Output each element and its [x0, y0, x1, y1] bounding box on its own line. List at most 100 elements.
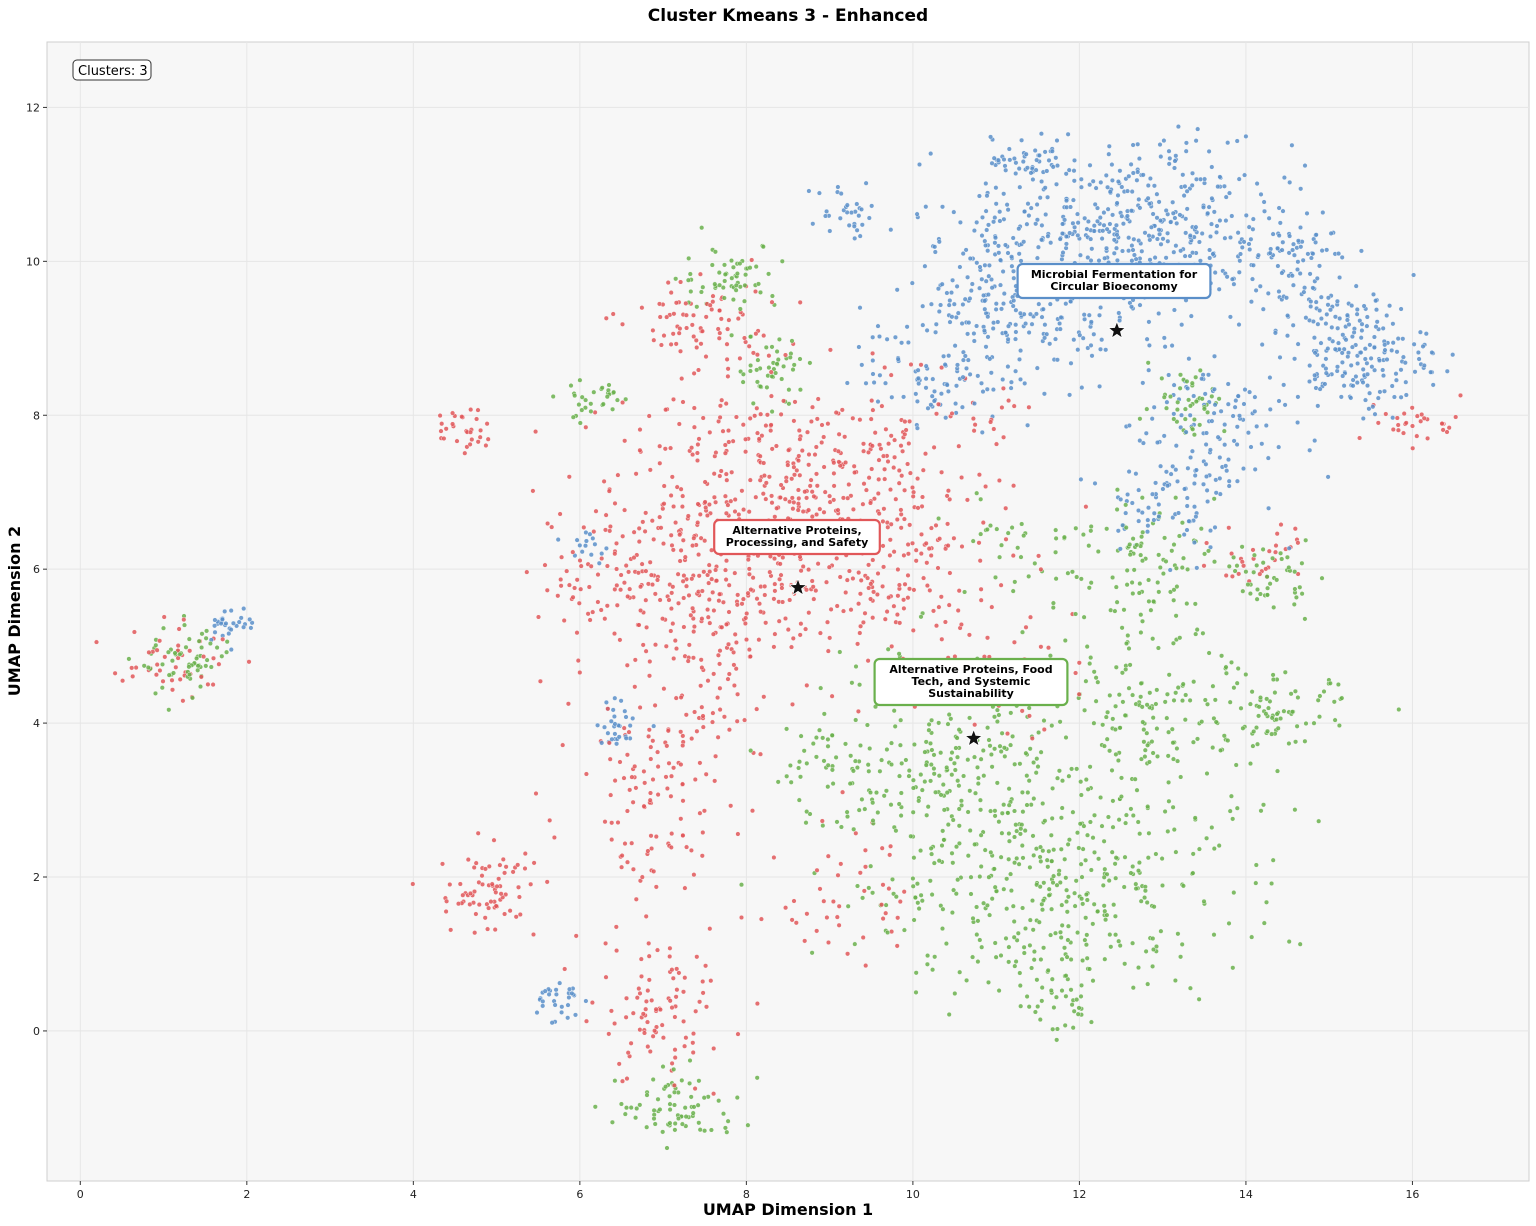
data-point — [1113, 703, 1119, 709]
data-point — [1000, 269, 1006, 275]
data-point — [940, 204, 946, 210]
cluster-annotation-text: Alternative Proteins, — [732, 524, 861, 537]
data-point — [840, 495, 846, 501]
data-point — [950, 860, 956, 866]
data-point — [1110, 575, 1116, 581]
data-point — [1249, 276, 1255, 282]
data-point — [960, 302, 966, 308]
data-point — [1343, 337, 1349, 343]
data-point — [762, 592, 768, 598]
data-point — [970, 954, 976, 960]
data-point — [927, 878, 933, 884]
data-point — [1054, 137, 1060, 143]
data-point — [1173, 467, 1179, 473]
data-point — [821, 898, 827, 904]
data-point — [1202, 551, 1208, 557]
data-point — [1184, 503, 1190, 509]
data-point — [1021, 944, 1027, 950]
data-point — [1101, 210, 1107, 216]
data-point — [934, 411, 940, 417]
data-point — [944, 382, 950, 388]
data-point — [612, 586, 618, 592]
data-point — [1223, 670, 1229, 676]
data-point — [1258, 191, 1264, 197]
data-point — [705, 614, 711, 620]
data-point — [1126, 173, 1132, 179]
data-point — [733, 282, 739, 288]
data-point — [875, 491, 881, 497]
data-point — [216, 661, 222, 667]
data-point — [639, 874, 645, 880]
data-point — [1052, 336, 1058, 342]
data-point — [246, 659, 252, 665]
data-point — [492, 927, 498, 933]
data-point — [475, 439, 481, 445]
data-point — [977, 264, 983, 270]
data-point — [1319, 248, 1325, 254]
data-point — [1312, 350, 1318, 356]
data-point — [697, 271, 703, 277]
data-point — [671, 311, 677, 317]
data-point — [1102, 956, 1108, 962]
data-point — [860, 501, 866, 507]
data-point — [1135, 141, 1141, 147]
data-point — [757, 477, 763, 483]
data-point — [201, 654, 207, 660]
data-point — [865, 762, 871, 768]
data-point — [757, 453, 763, 459]
data-point — [605, 730, 611, 736]
data-point — [126, 656, 132, 662]
data-point — [630, 1010, 636, 1016]
data-point — [907, 470, 913, 476]
data-point — [901, 394, 907, 400]
data-point — [795, 507, 801, 513]
data-point — [825, 648, 831, 654]
data-point — [976, 193, 982, 199]
data-point — [919, 531, 925, 537]
data-point — [1049, 815, 1055, 821]
data-point — [1045, 864, 1051, 870]
data-point — [1336, 251, 1342, 257]
data-point — [1091, 223, 1097, 229]
data-point — [996, 478, 1002, 484]
data-point — [913, 391, 919, 397]
data-point — [1154, 215, 1160, 221]
data-point — [986, 273, 992, 279]
data-point — [690, 1110, 696, 1116]
data-point — [668, 532, 674, 538]
data-point — [1264, 696, 1270, 702]
data-point — [661, 333, 667, 339]
data-point — [1350, 377, 1356, 383]
cluster-annotation-text: Sustainability — [928, 687, 1014, 700]
data-point — [946, 602, 952, 608]
data-point — [1240, 466, 1246, 472]
data-point — [1340, 332, 1346, 338]
data-point — [722, 278, 728, 284]
data-point — [1243, 212, 1249, 218]
data-point — [863, 180, 869, 186]
data-point — [803, 820, 809, 826]
data-point — [815, 561, 821, 567]
data-point — [1026, 573, 1032, 579]
data-point — [835, 872, 841, 878]
data-point — [975, 918, 981, 924]
data-point — [467, 901, 473, 907]
data-point — [667, 1120, 673, 1126]
data-point — [603, 512, 609, 518]
data-point — [810, 221, 816, 227]
data-point — [1039, 178, 1045, 184]
data-point — [710, 710, 716, 716]
data-point — [199, 645, 205, 651]
data-point — [732, 631, 738, 637]
data-point — [1401, 411, 1407, 417]
data-point — [1004, 876, 1010, 882]
data-point — [1350, 383, 1356, 389]
data-point — [647, 467, 653, 473]
data-point — [1051, 873, 1057, 879]
data-point — [804, 587, 810, 593]
data-point — [931, 860, 937, 866]
data-point — [1183, 140, 1189, 146]
data-point — [1109, 162, 1115, 168]
data-point — [924, 961, 930, 967]
data-point — [607, 524, 613, 530]
